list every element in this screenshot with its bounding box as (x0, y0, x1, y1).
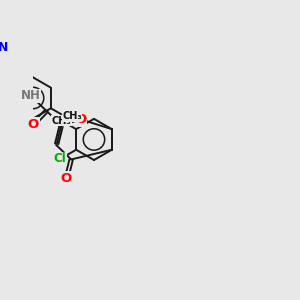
Text: O: O (28, 118, 39, 131)
Text: Cl: Cl (54, 152, 67, 166)
Text: CH₃: CH₃ (52, 116, 71, 126)
Text: N: N (0, 41, 9, 54)
Text: O: O (76, 113, 87, 126)
Text: NH: NH (21, 89, 41, 102)
Text: O: O (61, 172, 72, 185)
Text: CH₃: CH₃ (62, 111, 82, 121)
